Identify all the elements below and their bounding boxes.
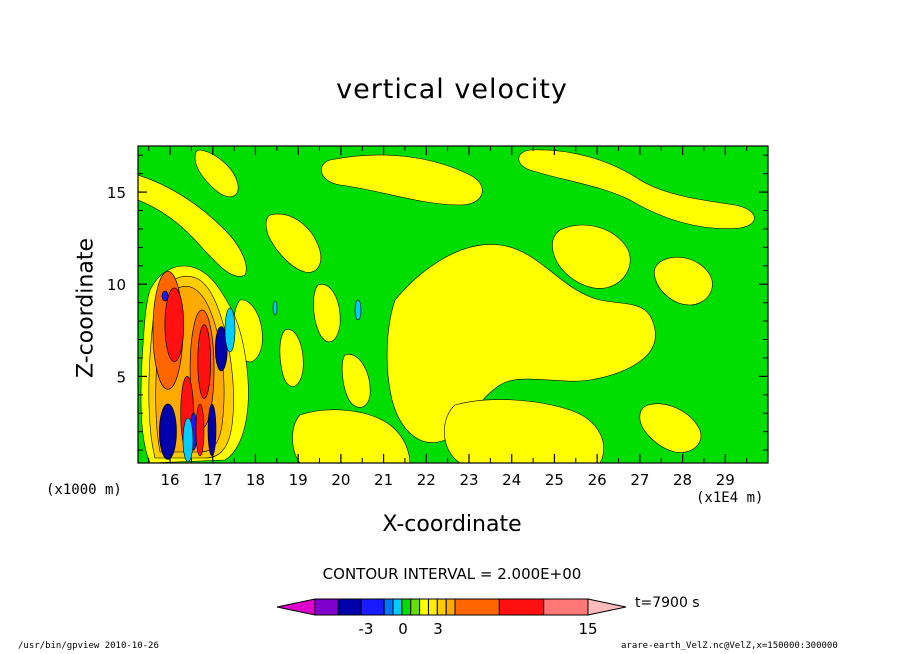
axis-ticks: 16 17 18 19 20 21 22 23 24 25 26 27 28 29 5 10 15 xyxy=(107,146,768,489)
x-tick-label: 29 xyxy=(716,471,735,489)
colorbar-low-end xyxy=(276,598,316,616)
colorbar-segment xyxy=(454,598,500,616)
colorbar-segment xyxy=(383,598,394,616)
colorbar-segment xyxy=(401,598,412,616)
colorbar-label: -3 xyxy=(359,620,374,638)
colorbar-label: 15 xyxy=(578,620,597,638)
weak-positive-region xyxy=(551,224,631,289)
weak-positive-region xyxy=(341,354,371,408)
x-tick-label: 22 xyxy=(417,471,436,489)
weak-positive-region xyxy=(313,283,341,343)
x-tick-label: 26 xyxy=(588,471,607,489)
x-tick-label: 17 xyxy=(203,471,222,489)
colorbar-segment xyxy=(427,598,438,616)
x-tick-label: 16 xyxy=(160,471,179,489)
y-axis-label: Z-coordinate xyxy=(73,238,99,378)
colorbar-segment xyxy=(445,598,456,616)
weak-positive-region xyxy=(444,399,605,463)
core-details xyxy=(161,290,362,463)
weak-positive-region xyxy=(386,244,656,443)
x-tick-label: 24 xyxy=(502,471,521,489)
colorbar-segment xyxy=(419,598,429,616)
x-tick-label: 27 xyxy=(630,471,649,489)
colorbar-segment xyxy=(410,598,421,616)
weak-positive-region xyxy=(639,403,702,453)
colorbar-segment xyxy=(498,598,545,616)
x-axis-label: X-coordinate xyxy=(382,512,522,537)
x-tick-label: 28 xyxy=(673,471,692,489)
weak-positive-region xyxy=(279,328,304,387)
x-tick-label: 18 xyxy=(246,471,265,489)
colorbar-label: 0 xyxy=(398,620,408,638)
y-tick-label: 10 xyxy=(107,276,126,294)
weak-positive-region xyxy=(265,213,322,273)
x-axis-unit-right: (x1E4 m) xyxy=(696,490,764,506)
x-tick-label: 20 xyxy=(331,471,350,489)
weak-positive-region xyxy=(518,149,755,229)
colorbar-segment xyxy=(337,598,362,616)
weak-positive-region xyxy=(653,256,713,306)
weak-positive-region xyxy=(321,154,483,206)
y-tick-label: 5 xyxy=(116,368,126,386)
colorbar-segment xyxy=(360,598,385,616)
time-label: t=7900 s xyxy=(635,595,700,611)
x-tick-label: 21 xyxy=(374,471,393,489)
x-tick-label: 25 xyxy=(545,471,564,489)
colorbar-segment xyxy=(543,598,589,616)
colorbar-segment xyxy=(392,598,403,616)
weak-positive-region xyxy=(138,174,247,277)
contour-interval-label: CONTOUR INTERVAL = 2.000E+00 xyxy=(322,565,582,583)
y-tick-label: 15 xyxy=(107,184,126,202)
colorbar-segment xyxy=(314,598,339,616)
updraft-core xyxy=(197,324,211,399)
weak-positive-region xyxy=(194,149,239,198)
chart-title: vertical velocity xyxy=(336,74,568,105)
footer-left: /usr/bin/gpview 2010-10-26 xyxy=(18,641,159,651)
weak-positive-region xyxy=(292,409,411,463)
footer-right: arare-earth_VelZ.nc@VelZ,x=150000:300000 xyxy=(621,641,838,651)
x-tick-label: 19 xyxy=(289,471,308,489)
colorbar-high-end xyxy=(587,598,627,616)
colorbar-segment xyxy=(436,598,447,616)
colorbar: -3 0 3 15 xyxy=(276,598,627,638)
colorbar-label: 3 xyxy=(433,620,443,638)
downdraft-core xyxy=(159,403,177,460)
x-tick-label: 23 xyxy=(459,471,478,489)
updraft-core xyxy=(164,287,185,362)
plot-frame xyxy=(137,145,769,464)
x-axis-unit-left: (x1000 m) xyxy=(46,482,122,498)
